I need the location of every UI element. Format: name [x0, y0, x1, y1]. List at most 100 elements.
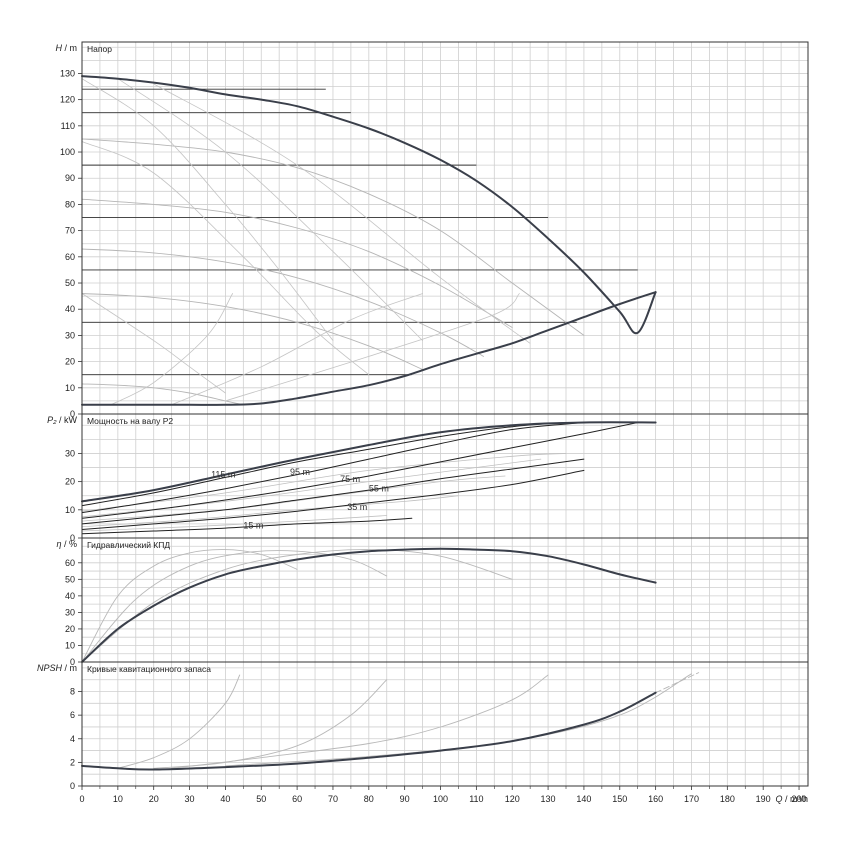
y-tick-label: 10: [65, 640, 75, 650]
power-setpoint-curve: [81, 469, 585, 530]
x-tick-label: 180: [720, 794, 735, 804]
power-setpoint-curve: [81, 458, 585, 525]
power-setpoint-curve: [81, 422, 639, 519]
npsh-speed-curve: [153, 679, 388, 769]
efficiency-envelope: [81, 547, 657, 663]
npsh-extension-curve: [655, 672, 700, 694]
y-axis-unit: / %: [61, 539, 77, 549]
x-tick-label: 90: [400, 794, 410, 804]
y-tick-label: 0: [70, 781, 75, 791]
y-tick-label: 30: [65, 448, 75, 458]
y-tick-label: 50: [65, 574, 75, 584]
y-tick-label: 0: [70, 533, 75, 543]
reference-lines: [82, 88, 638, 376]
panel-title-power: Мощность на валу P2: [87, 416, 173, 426]
y-axis-symbol: P₂: [47, 415, 57, 425]
head-speed-curve: [81, 198, 513, 328]
y-tick-label: 0: [70, 657, 75, 667]
y-tick-label: 120: [60, 95, 75, 105]
power-setpoint-curve: [81, 422, 567, 507]
x-tick-label: 130: [541, 794, 556, 804]
power-setpoint-label: 95 m: [290, 467, 310, 477]
x-tick-label: 160: [648, 794, 663, 804]
y-axis-unit: / m: [62, 43, 77, 53]
power-setpoint-label: 115 m: [211, 470, 235, 480]
y-tick-label: 40: [65, 304, 75, 314]
panel-frames: [78, 41, 809, 790]
x-tick-label: 150: [612, 794, 627, 804]
panel-title-eff: Гидравлический КПД: [87, 540, 170, 550]
power-envelope: [81, 421, 657, 503]
x-tick-label: 200: [792, 794, 807, 804]
x-tick-label: 140: [576, 794, 591, 804]
power-speed-curve: [81, 475, 506, 522]
y-tick-label: 0: [70, 409, 75, 419]
y-tick-label: 50: [65, 278, 75, 288]
y-tick-label: 30: [65, 607, 75, 617]
power-setpoint-label: 55 m: [369, 484, 389, 494]
head-envelope-lower: [81, 291, 657, 406]
panel-frame-eff: [81, 537, 809, 663]
x-tick-label: 0: [79, 794, 84, 804]
y-tick-label: 20: [65, 624, 75, 634]
y-tick-label: 100: [60, 147, 75, 157]
x-tick-label: 80: [364, 794, 374, 804]
npsh-envelope: [81, 691, 657, 771]
power-setpoint-curve: [81, 422, 585, 514]
head-speed-curve: [81, 383, 244, 406]
head-speed-curve: [81, 293, 424, 370]
x-tick-label: 120: [505, 794, 520, 804]
y-axis-symbol: NPSH: [37, 663, 63, 673]
y-tick-label: 8: [70, 687, 75, 697]
y-tick-label: 90: [65, 173, 75, 183]
head-system-curve: [117, 78, 423, 341]
y-axis-symbol: H: [56, 43, 63, 53]
y-tick-label: 60: [65, 558, 75, 568]
y-axis-label-power: P₂ / kW: [47, 415, 77, 425]
y-axis-label-head: H / m: [56, 43, 78, 53]
head-system-curve: [171, 293, 423, 406]
x-axis-label: Q / m³/h: [775, 794, 808, 804]
head-system-curve: [81, 78, 334, 341]
x-tick-label: 50: [256, 794, 266, 804]
y-axis-unit: / kW: [57, 415, 78, 425]
y-axis-unit: / m: [62, 663, 77, 673]
power-setpoint-curve: [81, 517, 413, 535]
npsh-speed-curve: [171, 674, 549, 769]
head-system-curve: [110, 293, 233, 406]
head-envelope-upper: [81, 75, 657, 335]
curves-layer: [81, 75, 700, 771]
efficiency-speed-curve: [81, 549, 513, 663]
panel-frame-head: [81, 41, 809, 415]
x-axis-symbol: Q: [775, 794, 782, 804]
npsh-speed-curve: [117, 674, 241, 769]
y-tick-label: 4: [70, 734, 75, 744]
y-tick-label: 2: [70, 757, 75, 767]
x-tick-label: 20: [149, 794, 159, 804]
x-tick-label: 60: [292, 794, 302, 804]
x-tick-label: 30: [185, 794, 195, 804]
y-tick-label: 6: [70, 710, 75, 720]
x-axis-unit: / m³/h: [782, 794, 808, 804]
head-system-curve: [153, 83, 531, 344]
y-axis-label-npsh: NPSH / m: [37, 663, 77, 673]
power-speed-curve: [81, 495, 459, 528]
y-axis-label-eff: η / %: [56, 539, 77, 549]
x-tick-label: 70: [328, 794, 338, 804]
y-axis-symbol: η: [56, 539, 61, 549]
panel-title-npsh: Кривые кавитационного запаса: [87, 664, 211, 674]
y-tick-label: 10: [65, 505, 75, 515]
power-setpoint-label: 35 m: [347, 502, 367, 512]
y-tick-label: 40: [65, 591, 75, 601]
y-tick-label: 130: [60, 68, 75, 78]
head-system-curve: [225, 293, 520, 402]
x-tick-label: 110: [469, 794, 483, 804]
x-tick-label: 40: [220, 794, 230, 804]
y-tick-label: 60: [65, 252, 75, 262]
power-speed-curve: [81, 515, 388, 532]
efficiency-speed-curve: [81, 550, 388, 663]
y-tick-label: 110: [61, 121, 75, 131]
power-setpoint-label: 75 m: [340, 474, 360, 484]
power-speed-curve: [81, 453, 567, 512]
